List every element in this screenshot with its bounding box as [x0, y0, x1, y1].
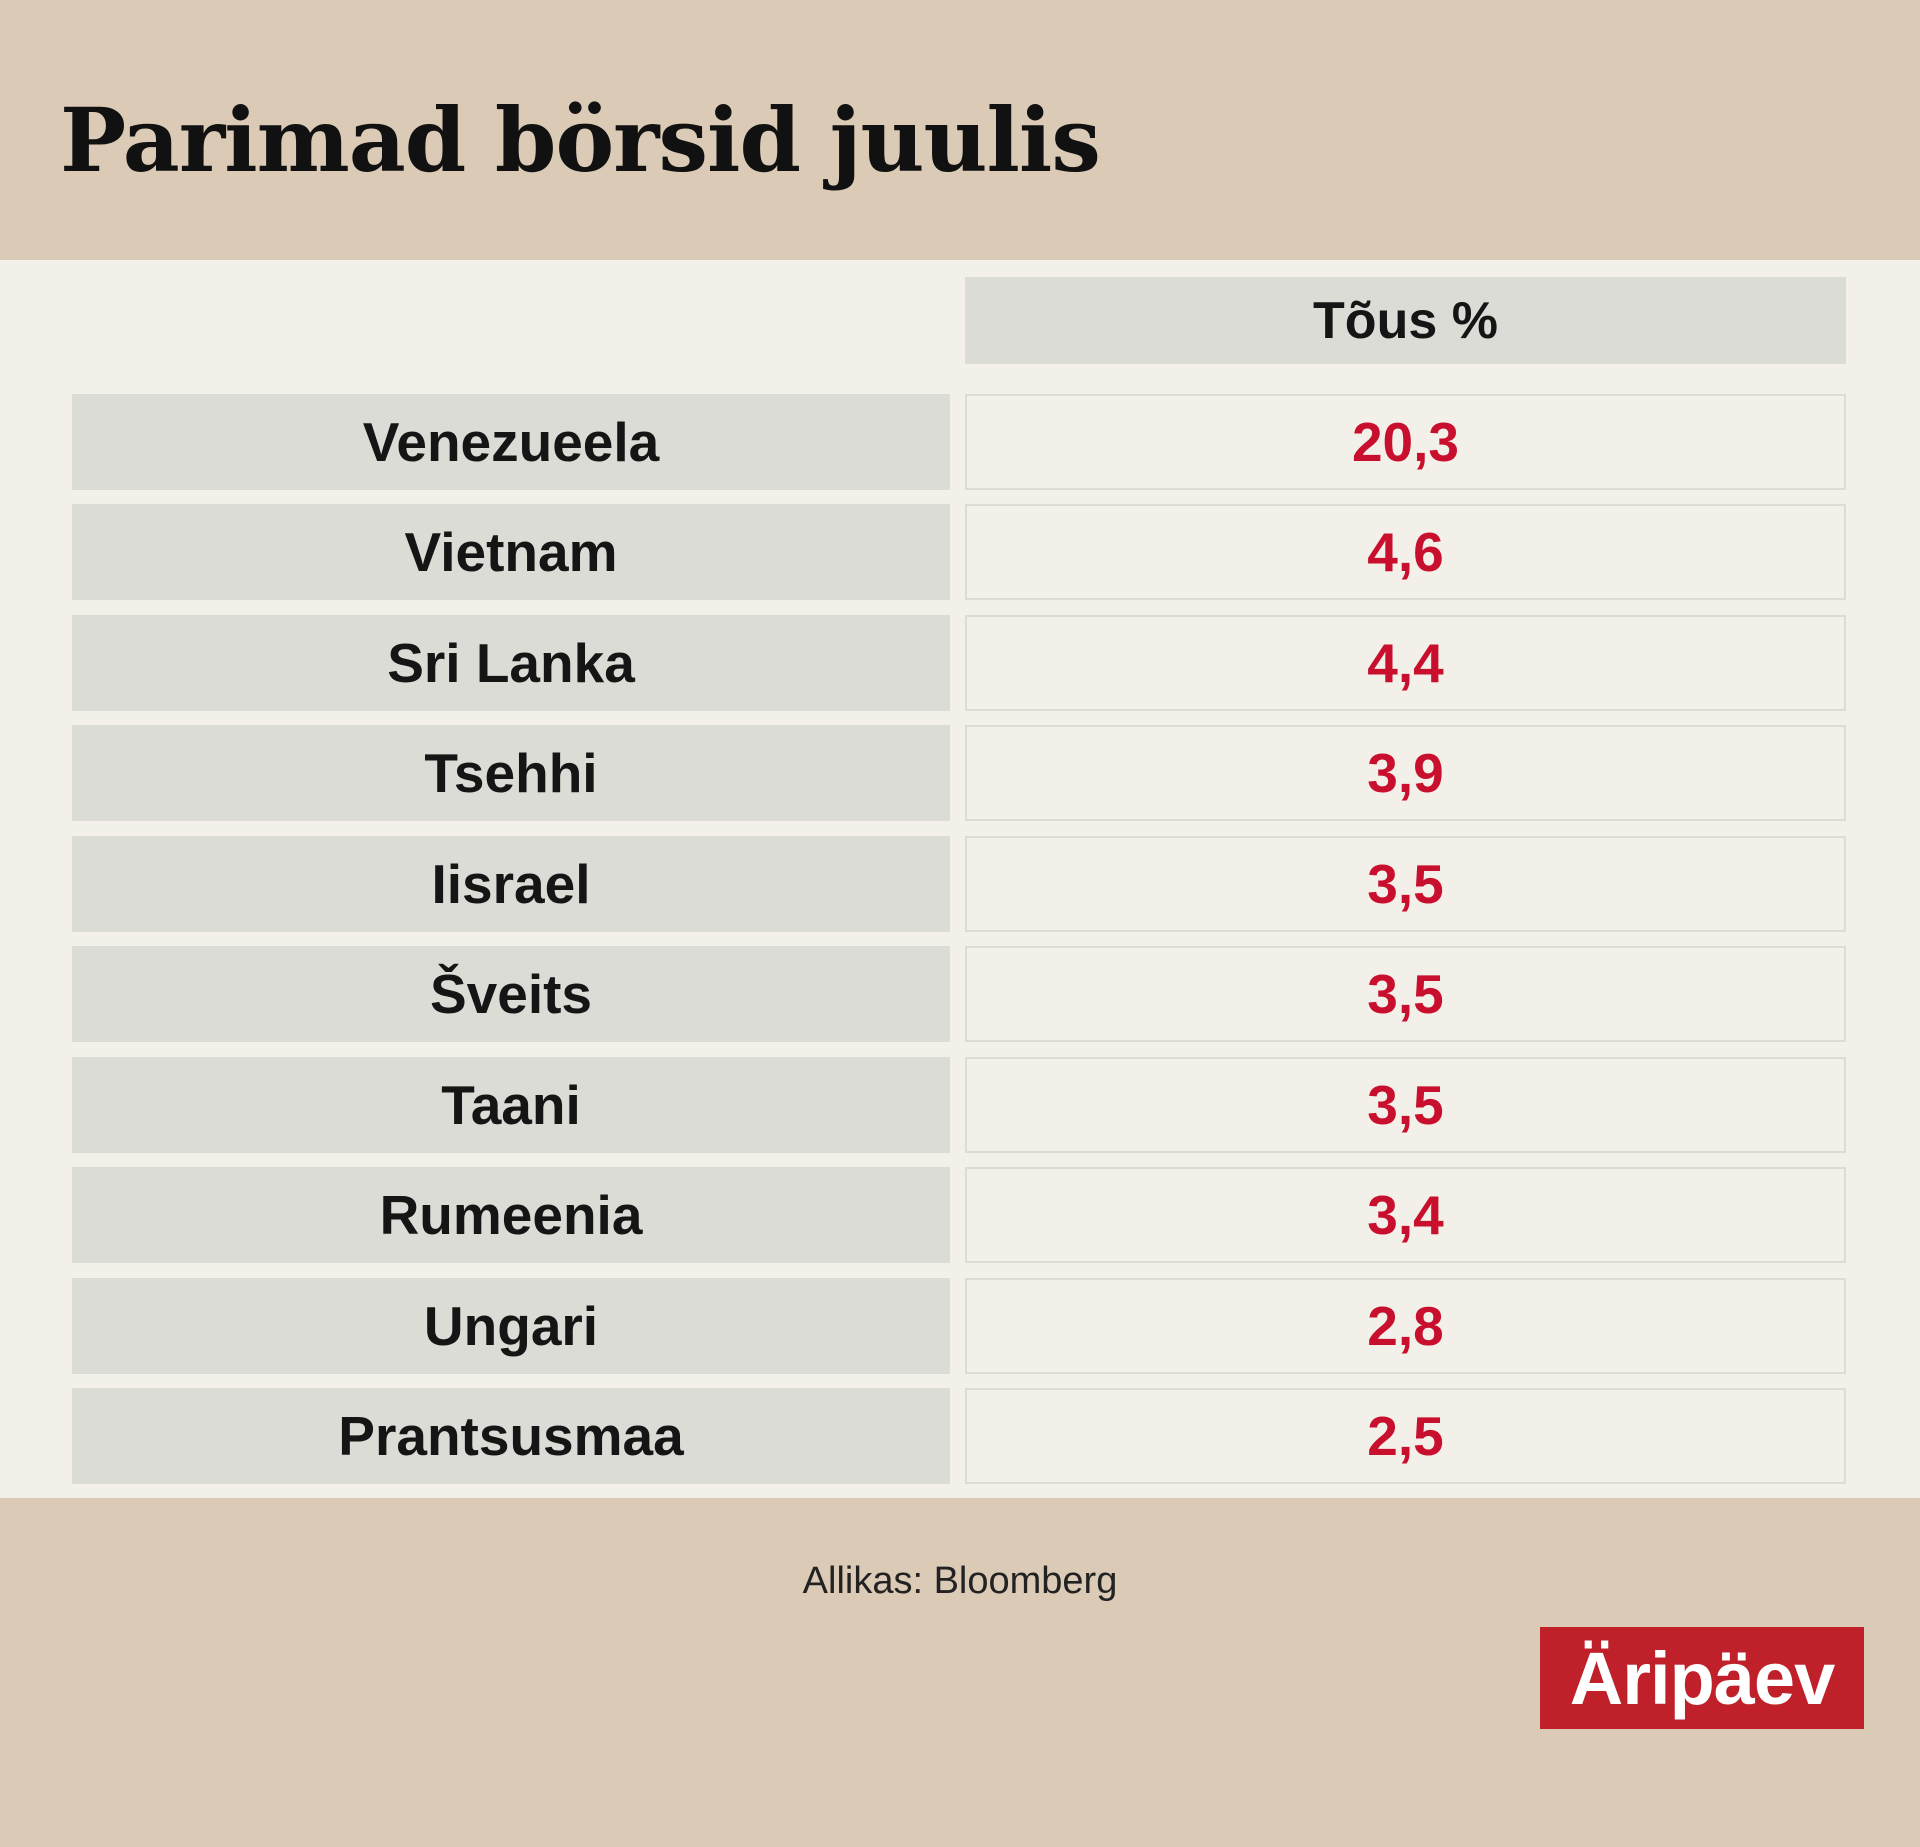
table-row: Venezueela 20,3	[72, 394, 1846, 490]
rise-value: 20,3	[965, 394, 1846, 490]
table-row: Sri Lanka 4,4	[72, 615, 1846, 711]
rise-value: 3,5	[965, 836, 1846, 932]
aripaev-logo: Äripäev	[1540, 1627, 1864, 1729]
table-row: Prantsusmaa 2,5	[72, 1388, 1846, 1484]
rise-value: 3,5	[965, 1057, 1846, 1153]
table-row: Taani 3,5	[72, 1057, 1846, 1153]
country-label: Rumeenia	[72, 1167, 950, 1263]
column-header-rise-percent: Tõus %	[965, 277, 1846, 364]
table-row: Iisrael 3,5	[72, 836, 1846, 932]
country-label: Šveits	[72, 946, 950, 1042]
country-label: Venezueela	[72, 394, 950, 490]
table-row: Ungari 2,8	[72, 1278, 1846, 1374]
rise-value: 4,6	[965, 504, 1846, 600]
rise-value: 3,4	[965, 1167, 1846, 1263]
country-label: Iisrael	[72, 836, 950, 932]
rise-value: 2,5	[965, 1388, 1846, 1484]
table-row: Šveits 3,5	[72, 946, 1846, 1042]
data-table: Tõus % Venezueela 20,3 Vietnam 4,6 Sri L…	[0, 260, 1920, 1498]
country-label: Ungari	[72, 1278, 950, 1374]
rise-value: 4,4	[965, 615, 1846, 711]
country-label: Taani	[72, 1057, 950, 1153]
country-label: Vietnam	[72, 504, 950, 600]
table-row: Rumeenia 3,4	[72, 1167, 1846, 1263]
rise-value: 3,5	[965, 946, 1846, 1042]
rise-value: 3,9	[965, 725, 1846, 821]
country-label: Sri Lanka	[72, 615, 950, 711]
page-title: Parimad börsid juulis	[60, 88, 1101, 192]
table-row: Vietnam 4,6	[72, 504, 1846, 600]
country-label: Prantsusmaa	[72, 1388, 950, 1484]
header-band: Parimad börsid juulis	[0, 0, 1920, 260]
rise-value: 2,8	[965, 1278, 1846, 1374]
country-label: Tsehhi	[72, 725, 950, 821]
source-note: Allikas: Bloomberg	[802, 1560, 1118, 1602]
table-row: Tsehhi 3,9	[72, 725, 1846, 821]
